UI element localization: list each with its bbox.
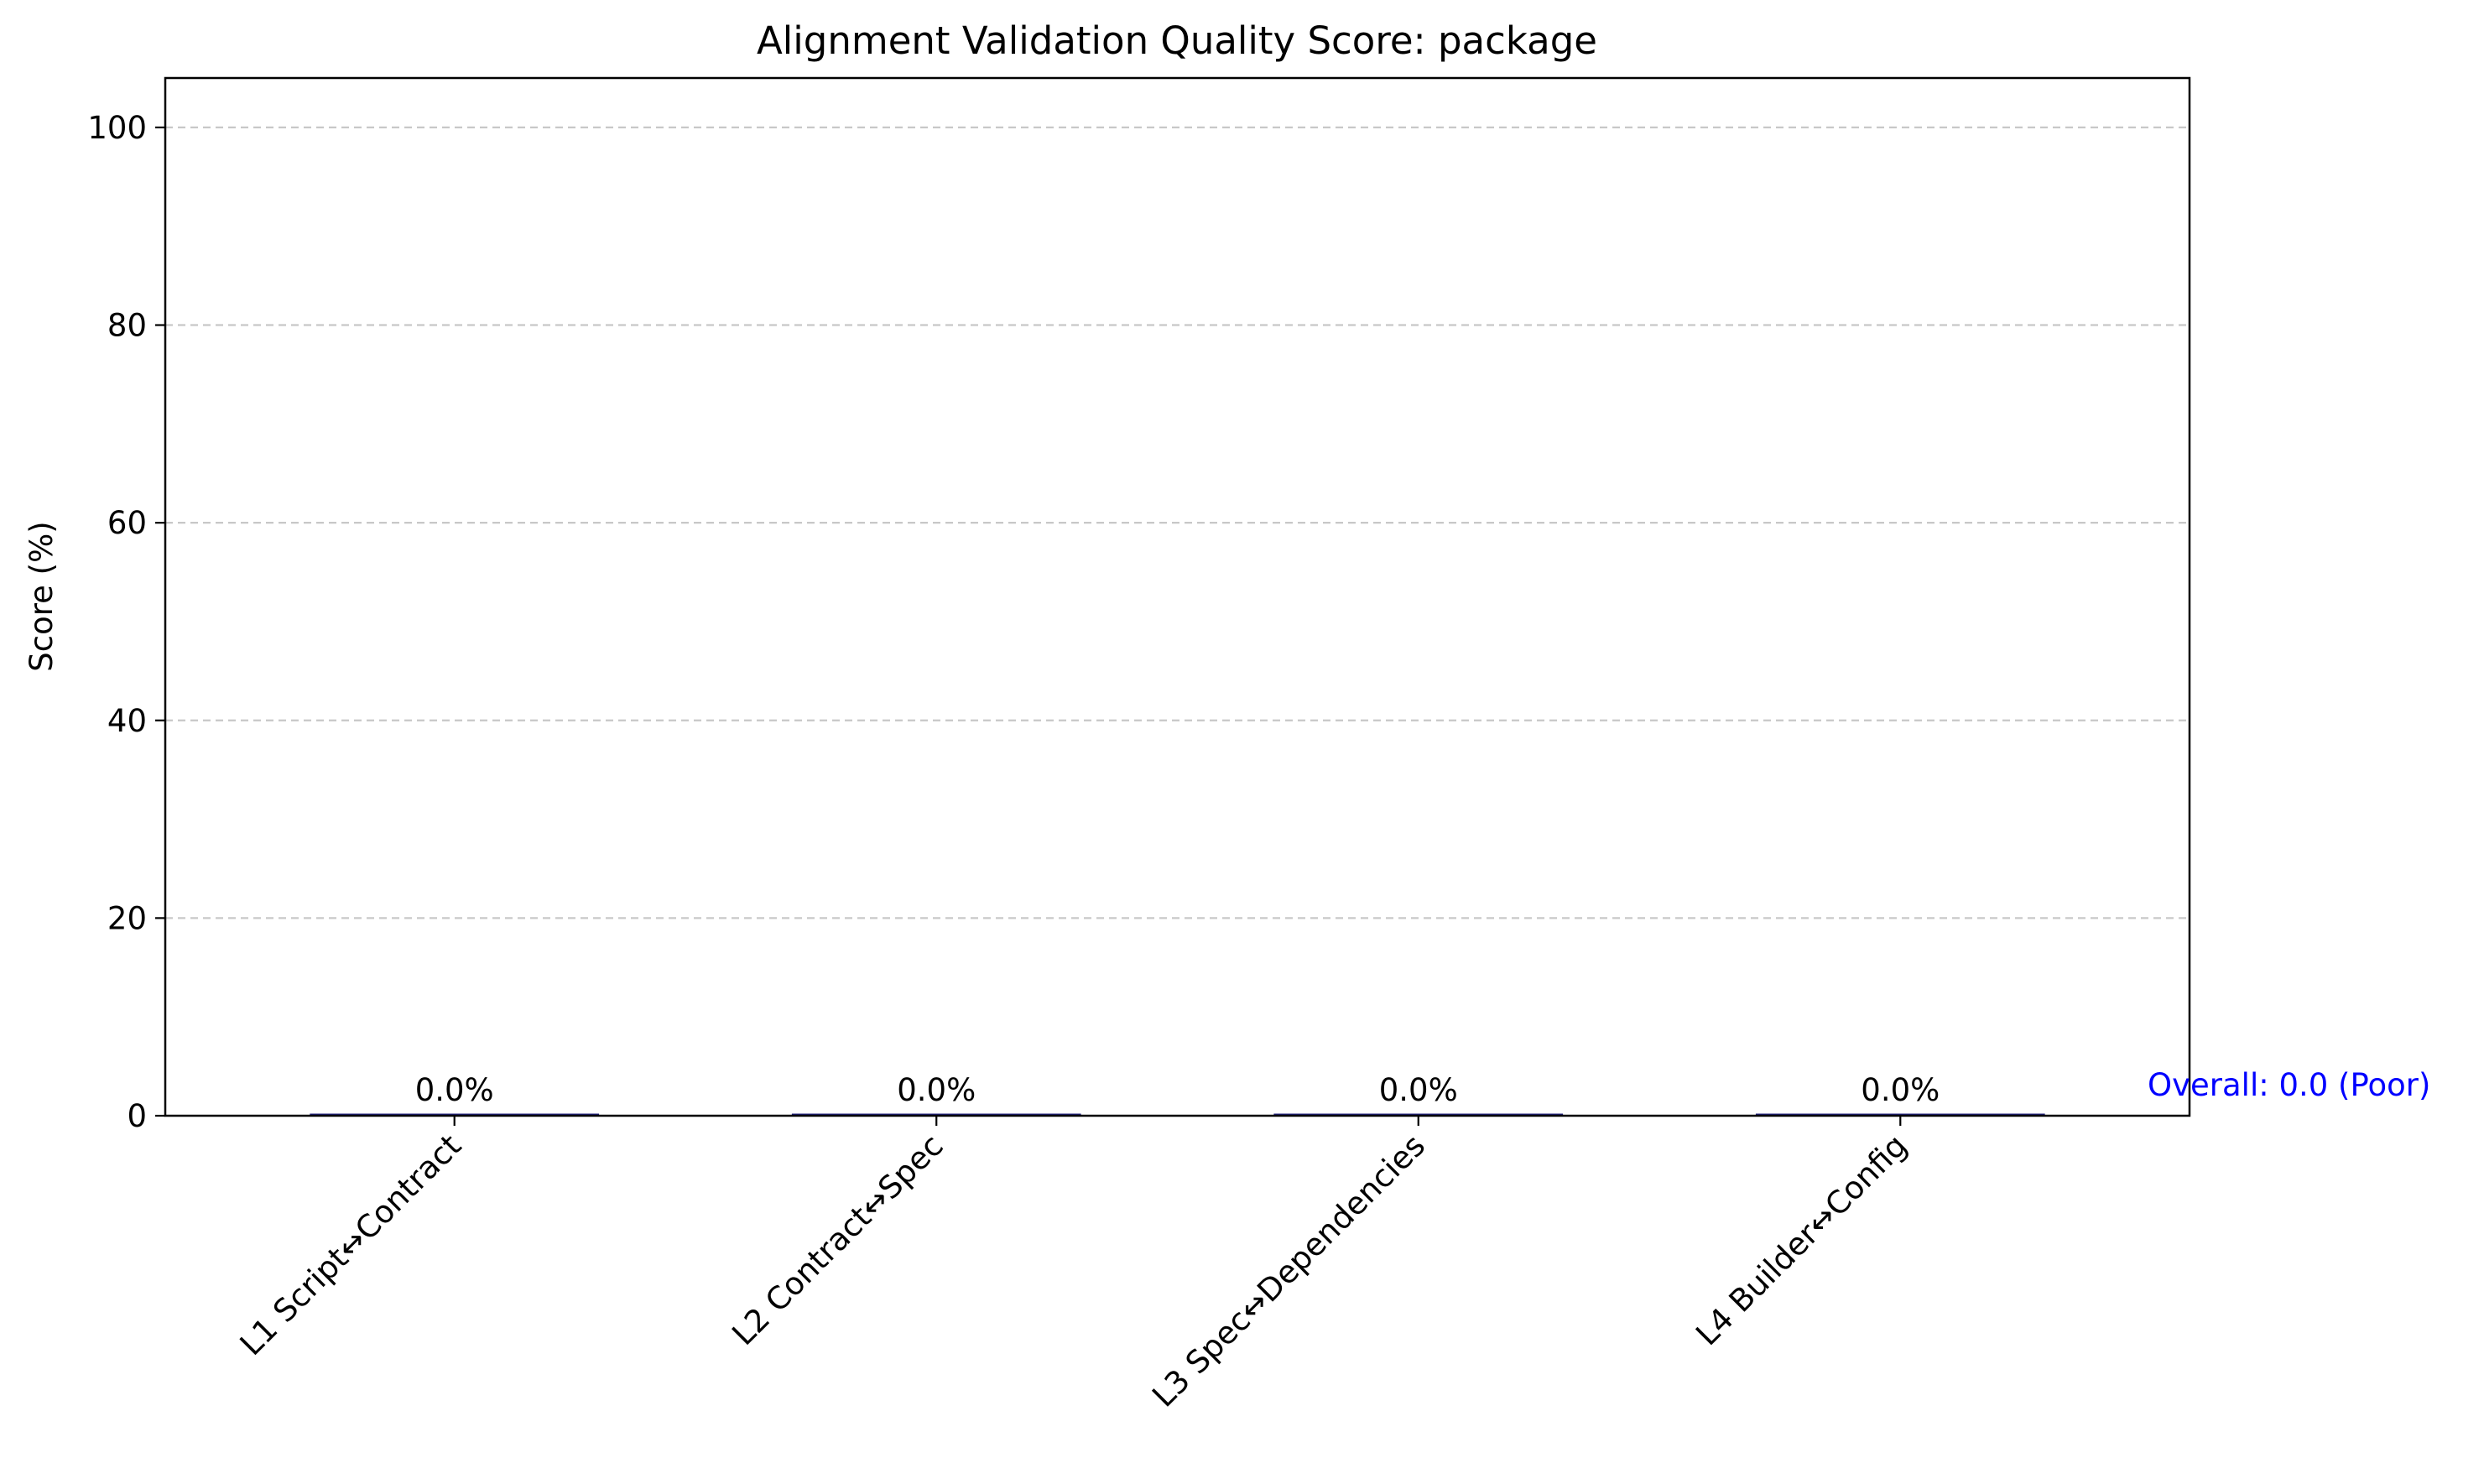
y-tick-label: 20 bbox=[107, 900, 147, 936]
y-tick-label: 60 bbox=[107, 505, 147, 541]
y-tick-label: 0 bbox=[127, 1098, 147, 1134]
bar-value-label: 0.0% bbox=[415, 1072, 494, 1108]
plot-frame bbox=[164, 76, 2191, 1117]
chart-title: Alignment Validation Quality Score: pack… bbox=[757, 18, 1597, 63]
y-axis: 0 20 40 60 80 100 bbox=[87, 110, 165, 1134]
bar-value-label: 0.0% bbox=[1861, 1072, 1940, 1108]
data-labels: 0.0% 0.0% 0.0% 0.0% bbox=[415, 1072, 1940, 1108]
bar-value-label: 0.0% bbox=[1379, 1072, 1458, 1108]
grid-layer bbox=[165, 126, 2190, 919]
y-tick-label: 100 bbox=[87, 110, 147, 146]
y-tick-label: 40 bbox=[107, 703, 147, 739]
bar-value-label: 0.0% bbox=[897, 1072, 976, 1108]
overall-score-label: Overall: 0.0 (Poor) bbox=[2148, 1067, 2430, 1103]
y-axis-label: Score (%) bbox=[23, 521, 60, 671]
y-tick-label: 80 bbox=[107, 308, 147, 344]
